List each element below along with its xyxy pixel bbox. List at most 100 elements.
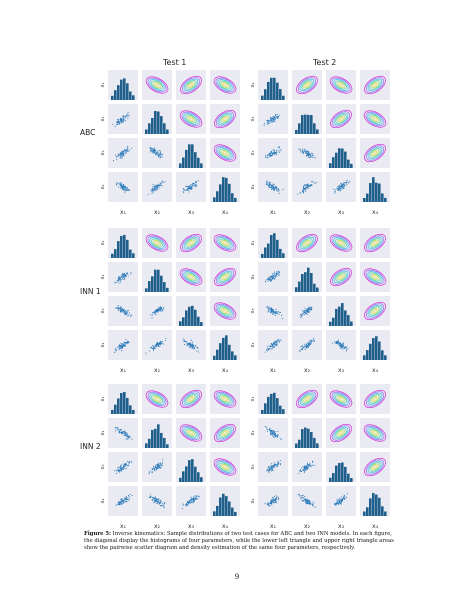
scatter-panel (326, 172, 356, 202)
histogram-bar (273, 77, 276, 100)
histogram-bar (132, 95, 135, 100)
scatter-point (270, 184, 272, 186)
scatter-point (307, 184, 309, 186)
histogram-bar (225, 496, 228, 516)
scatter-point (122, 343, 124, 345)
scatter-point (275, 113, 277, 115)
histogram-bar (194, 466, 197, 482)
scatter-point (346, 183, 348, 185)
density-panel (292, 70, 322, 100)
scatter-point (267, 277, 269, 279)
scatter-panel (258, 452, 288, 482)
scatter-point (310, 306, 312, 309)
scatter-point (151, 151, 153, 153)
scatter-point (275, 340, 277, 342)
scatter-point (125, 152, 127, 154)
scatter-point (195, 184, 197, 186)
scatter-point (337, 341, 339, 343)
scatter-point (155, 184, 157, 186)
scatter-point (272, 276, 274, 278)
histogram-bar (213, 355, 216, 360)
density-panel (210, 70, 240, 100)
scatter-point (119, 183, 121, 185)
histogram-bar (179, 163, 182, 168)
scatter-point (159, 499, 162, 501)
scatter-point (194, 498, 196, 500)
scatter-point (187, 344, 189, 346)
scatter-point (303, 343, 305, 345)
histogram-bar (213, 197, 216, 202)
scatter-point (162, 343, 164, 345)
scatter-point (192, 499, 194, 501)
scatter-point (271, 278, 274, 280)
scatter-point (125, 311, 128, 313)
scatter-point (159, 344, 161, 346)
scatter-point (333, 503, 336, 505)
scatter-point (181, 508, 183, 510)
histogram-panel (142, 418, 172, 448)
scatter-point (120, 155, 122, 157)
scatter-point (273, 465, 275, 467)
histogram-panel (176, 452, 206, 482)
scatter-point (127, 275, 129, 277)
scatter-point (312, 503, 314, 505)
scatter-point (126, 312, 128, 314)
scatter-point (308, 501, 310, 503)
density-contour (367, 427, 383, 439)
scatter-panel (292, 296, 322, 326)
scatter-point (267, 345, 269, 347)
scatter-point (279, 150, 281, 152)
scatter-point (303, 185, 305, 187)
scatter-point (279, 339, 281, 342)
density-panel (176, 228, 206, 258)
scatter-point (190, 184, 192, 186)
scatter-point (277, 462, 279, 464)
scatter-point (159, 182, 161, 184)
scatter-point (268, 123, 270, 125)
scatter-point (271, 119, 273, 122)
scatter-point (162, 181, 164, 183)
scatter-point (184, 189, 186, 191)
scatter-point (265, 306, 267, 308)
scatter-point (274, 275, 276, 277)
scatter-point (152, 189, 154, 191)
scatter-point (275, 432, 277, 435)
histogram-bar (332, 473, 335, 482)
histogram-bar (316, 129, 319, 134)
histogram-bar (295, 287, 298, 292)
density-contour (185, 238, 197, 248)
density-contour (149, 79, 165, 91)
density-contour (145, 234, 169, 252)
scatter-point (307, 185, 309, 187)
scatter-point (277, 465, 279, 467)
histogram-panel (326, 138, 356, 168)
scatter-panel (142, 138, 172, 168)
scatter-point (267, 181, 269, 183)
scatter-point (114, 470, 116, 472)
histogram-bar (182, 317, 185, 326)
histogram-bar (369, 343, 372, 360)
histogram-bar (219, 497, 222, 516)
scatter-panel (258, 262, 288, 292)
density-contour (183, 271, 199, 283)
density-contour (181, 77, 201, 93)
density-panel (176, 104, 206, 134)
scatter-point (300, 345, 302, 347)
scatter-point (304, 185, 306, 187)
scatter-point (270, 503, 272, 505)
scatter-point (264, 426, 266, 428)
scatter-point (342, 188, 345, 190)
y-axis-label: x₃ (100, 309, 106, 314)
scatter-point (273, 495, 275, 497)
histogram-bar (157, 269, 160, 292)
scatter-point (341, 347, 343, 349)
scatter-point (266, 426, 268, 428)
density-contour (185, 80, 197, 90)
histogram-bar (298, 123, 301, 134)
histogram-bar (301, 429, 304, 448)
scatter-point (271, 465, 273, 467)
scatter-point (308, 155, 310, 157)
scatter-point (337, 339, 339, 341)
scatter-point (307, 344, 309, 346)
